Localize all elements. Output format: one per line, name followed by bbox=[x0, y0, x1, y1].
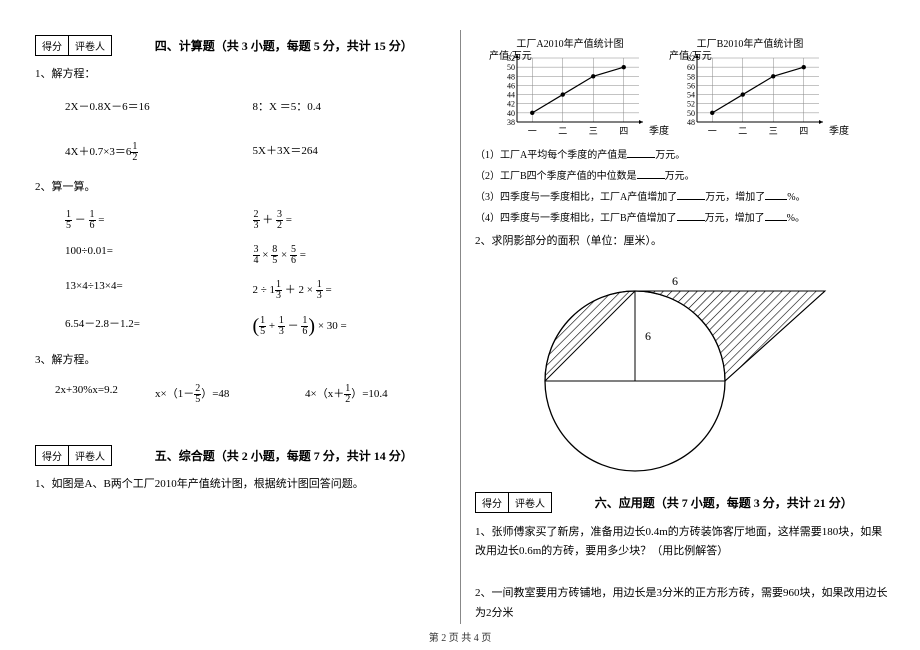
page-footer: 第 2 页 共 4 页 bbox=[0, 629, 920, 644]
calc-8: (15 + 13 － 16) × 30 = bbox=[253, 315, 441, 338]
q2-shade-label: 2、求阴影部分的面积（单位：厘米）。 bbox=[475, 233, 890, 251]
svg-text:一: 一 bbox=[528, 126, 537, 136]
q4-2-label: 2、算一算。 bbox=[35, 179, 440, 197]
score-box-5: 得分 评卷人 bbox=[35, 445, 112, 466]
score-box: 得分 评卷人 bbox=[35, 35, 112, 56]
svg-text:58: 58 bbox=[687, 72, 695, 81]
calc-6: 2 ÷ 113 ＋ 2 × 13 = bbox=[253, 280, 441, 301]
svg-text:44: 44 bbox=[507, 91, 515, 100]
eq3-row: 2x+30%x=9.2 x×（1－25）=48 4×（x＋12）=10.4 bbox=[55, 384, 440, 405]
eq1c: 4X＋0.7×3＝612 bbox=[65, 142, 253, 163]
svg-text:三: 三 bbox=[589, 126, 598, 136]
calc-row-1: 15 － 16 = 23 ＋ 32 = bbox=[65, 210, 440, 231]
eq-row-2: 4X＋0.7×3＝612 5X＋3X＝264 bbox=[65, 142, 440, 163]
eq1a: 2X－0.8X－6＝16 bbox=[65, 98, 253, 114]
geometry-svg: 66 bbox=[515, 261, 855, 481]
eq1d: 5X＋3X＝264 bbox=[253, 142, 441, 163]
eq3c: 4×（x＋12）=10.4 bbox=[305, 384, 440, 405]
section-5-title: 五、综合题（共 2 小题，每题 7 分，共计 14 分） bbox=[155, 447, 413, 464]
svg-text:60: 60 bbox=[687, 63, 695, 72]
calc-3: 100÷0.01= bbox=[65, 245, 253, 266]
svg-text:40: 40 bbox=[507, 109, 515, 118]
fillin-block: （1）工厂A平均每个季度的产值是万元。 （2）工厂B四个季度产值的中位数是万元。… bbox=[475, 147, 890, 227]
sec6-q2: 2、一间教室要用方砖铺地，用边长是3分米的正方形方砖，需要960块，如果改用边长… bbox=[475, 584, 890, 624]
section-6-title: 六、应用题（共 7 小题，每题 3 分，共计 21 分） bbox=[595, 494, 853, 511]
score-box-6: 得分 评卷人 bbox=[475, 492, 552, 513]
svg-text:52: 52 bbox=[687, 100, 695, 109]
calc-5: 13×4÷13×4= bbox=[65, 280, 253, 301]
svg-text:42: 42 bbox=[507, 100, 515, 109]
chart-a-ylabel: 产值/万元 bbox=[489, 47, 532, 62]
svg-text:46: 46 bbox=[507, 81, 515, 90]
svg-text:56: 56 bbox=[687, 81, 695, 90]
section-4-title: 四、计算题（共 3 小题，每题 5 分，共计 15 分） bbox=[155, 37, 413, 54]
left-column: 得分 评卷人 四、计算题（共 3 小题，每题 5 分，共计 15 分） 1、解方… bbox=[0, 0, 460, 650]
svg-text:三: 三 bbox=[769, 126, 778, 136]
fillin-3: （3）四季度与一季度相比，工厂A产值增加了万元，增加了%。 bbox=[475, 189, 890, 206]
eq1b: 8：X ＝5：0.4 bbox=[253, 98, 441, 114]
sec6-q1: 1、张师傅家买了新房，准备用边长0.4m的方砖装饰客厅地面，这样需要180块，如… bbox=[475, 523, 890, 563]
calc-7: 6.54－2.8－1.2= bbox=[65, 315, 253, 338]
chart-b-svg: 4850525456586062一二三四 bbox=[675, 52, 825, 136]
fillin-2: （2）工厂B四个季度产值的中位数是万元。 bbox=[475, 168, 890, 185]
svg-text:48: 48 bbox=[687, 118, 695, 127]
chart-a-svg: 3840424446485052一二三四 bbox=[495, 52, 645, 136]
chart-a: 工厂A2010年产值统计图 产值/万元 3840424446485052一二三四… bbox=[495, 35, 645, 139]
geometry-figure: 66 bbox=[515, 261, 890, 484]
eq-row-1: 2X－0.8X－6＝16 8：X ＝5：0.4 bbox=[65, 98, 440, 114]
calc-2: 23 ＋ 32 = bbox=[253, 210, 441, 231]
sec6-block: 得分 评卷人 六、应用题（共 7 小题，每题 3 分，共计 21 分） 1、张师… bbox=[475, 492, 890, 624]
calc-row-3: 13×4÷13×4= 2 ÷ 113 ＋ 2 × 13 = bbox=[65, 280, 440, 301]
fillin-1: （1）工厂A平均每个季度的产值是万元。 bbox=[475, 147, 890, 164]
q4-3-label: 3、解方程。 bbox=[35, 352, 440, 370]
svg-text:四: 四 bbox=[799, 126, 808, 136]
chart-a-xlabel: 季度 bbox=[649, 122, 669, 137]
svg-text:二: 二 bbox=[738, 126, 747, 136]
q4-1-label: 1、解方程： bbox=[35, 66, 440, 84]
svg-text:38: 38 bbox=[507, 118, 515, 127]
grader-label: 评卷人 bbox=[69, 36, 111, 55]
calc-row-4: 6.54－2.8－1.2= (15 + 13 － 16) × 30 = bbox=[65, 315, 440, 338]
chart-b-ylabel: 产值/万元 bbox=[669, 47, 712, 62]
calc-4: 34 × 85 × 56 = bbox=[253, 245, 441, 266]
calc-1: 15 － 16 = bbox=[65, 210, 253, 231]
chart-b-xlabel: 季度 bbox=[829, 122, 849, 137]
svg-text:二: 二 bbox=[558, 126, 567, 136]
sec5-block: 得分 评卷人 五、综合题（共 2 小题，每题 7 分，共计 14 分） 1、如图… bbox=[35, 445, 440, 494]
svg-text:6: 6 bbox=[672, 274, 678, 288]
svg-text:48: 48 bbox=[507, 72, 515, 81]
svg-text:四: 四 bbox=[619, 126, 628, 136]
right-column: 工厂A2010年产值统计图 产值/万元 3840424446485052一二三四… bbox=[460, 0, 920, 650]
eq3a: 2x+30%x=9.2 bbox=[55, 384, 155, 405]
svg-text:6: 6 bbox=[645, 329, 651, 343]
sec5-q1: 1、如图是A、B两个工厂2010年产值统计图，根据统计图回答问题。 bbox=[35, 476, 440, 494]
charts-wrap: 工厂A2010年产值统计图 产值/万元 3840424446485052一二三四… bbox=[495, 35, 890, 139]
svg-text:一: 一 bbox=[708, 126, 717, 136]
svg-text:50: 50 bbox=[687, 109, 695, 118]
svg-text:50: 50 bbox=[507, 63, 515, 72]
calc-row-2: 100÷0.01= 34 × 85 × 56 = bbox=[65, 245, 440, 266]
svg-text:54: 54 bbox=[687, 91, 695, 100]
eq3b: x×（1－25）=48 bbox=[155, 384, 305, 405]
score-label: 得分 bbox=[36, 36, 69, 55]
fillin-4: （4）四季度与一季度相比，工厂B产值增加了万元，增加了%。 bbox=[475, 210, 890, 227]
chart-b: 工厂B2010年产值统计图 产值/万元 4850525456586062一二三四… bbox=[675, 35, 825, 139]
